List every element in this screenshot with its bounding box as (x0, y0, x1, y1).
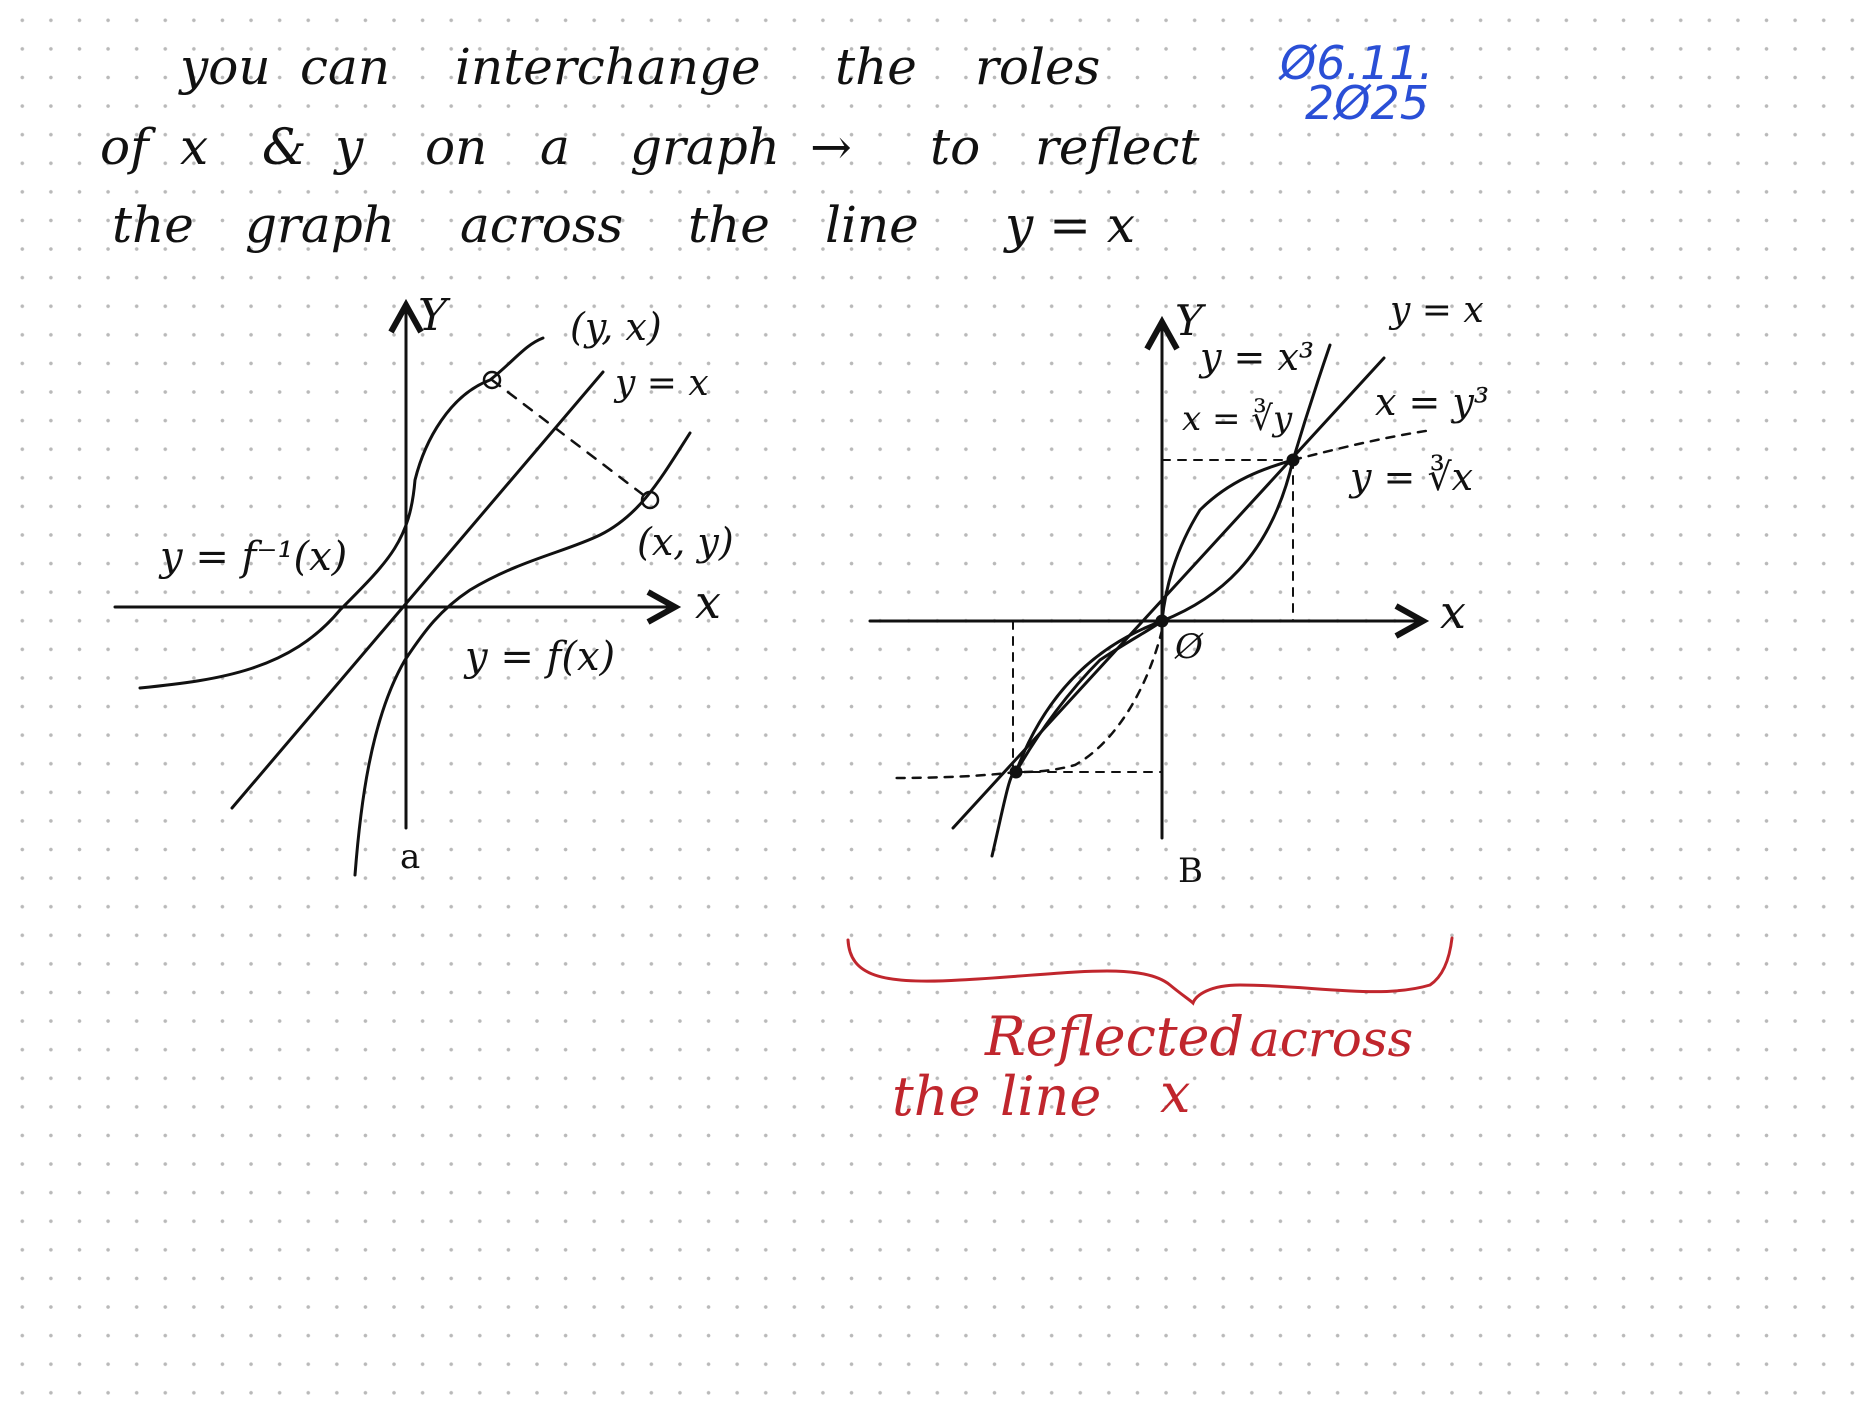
graph-a-inverse-label: y = f⁻¹(x) (158, 534, 347, 580)
graph-b-cuberoot-lower (1014, 619, 1164, 774)
heading-word: the (688, 196, 770, 254)
heading-word: → (810, 118, 852, 176)
graph-a-function-curve (353, 431, 692, 877)
heading-word: the (835, 38, 917, 96)
date-line-1: Ø6.11. (1280, 36, 1434, 90)
graph-a-point-yx (482, 370, 502, 390)
graph-b-x-eq-y-cubed-label: x = y³ (1375, 380, 1489, 424)
graph-b-cuberoot-y-label: x = ∛y (1182, 398, 1293, 439)
graph-a-x-axis-label: x (695, 575, 721, 629)
graph-b-y-cuberoot-label: y = ∛x (1348, 454, 1473, 499)
graph-a-y-axis-label: Y (418, 290, 451, 341)
graph-a-point-xy (640, 490, 660, 510)
annotation-word: x (1160, 1062, 1191, 1125)
graph-a-caption: a (400, 837, 420, 877)
graph-b-cuberoot-upper (1160, 458, 1295, 623)
heading-word: reflect (1035, 118, 1200, 176)
graph-b-identity-label: y = x (1388, 290, 1484, 331)
graph-a-reflection-dash (490, 378, 652, 502)
graph-b-cube-label: y = x³ (1198, 335, 1314, 379)
annotation-word: line (1000, 1065, 1102, 1128)
graph-a-xy-point-label: (x, y) (637, 520, 734, 564)
heading-word: x (180, 118, 209, 176)
graph-a-inverse-curve (138, 336, 545, 690)
heading-word: interchange (455, 38, 761, 96)
graph-b-caption: B (1178, 851, 1203, 891)
graph-b-cuberoot-ext-dash (1291, 428, 1434, 462)
heading-word: on (425, 118, 488, 176)
annotation-word: Reflected (985, 1005, 1245, 1068)
annotation-word: the (892, 1065, 981, 1128)
annotation-word: across (1250, 1010, 1414, 1068)
heading-word: a (540, 118, 570, 176)
graph-a-yx-point-label: (y, x) (570, 305, 662, 349)
graph-a-identity-line (230, 370, 605, 810)
heading-word: the (112, 196, 194, 254)
heading-word: y = x (1005, 196, 1136, 254)
heading-word: line (825, 196, 919, 254)
graph-a (113, 298, 692, 877)
heading-word: & (262, 118, 307, 176)
heading-word: to (930, 118, 981, 176)
heading-word: you (180, 38, 271, 96)
graph-b-identity-line (951, 356, 1386, 830)
heading-word: graph (630, 118, 780, 176)
heading-word: roles (975, 38, 1101, 96)
heading-word: across (460, 196, 624, 254)
heading-word: graph (245, 196, 395, 254)
graph-a-identity-label: y = x (613, 363, 709, 404)
graph-b-point-upper (1286, 453, 1300, 467)
heading-word: of (100, 118, 149, 176)
graph-b-cuberoot-lower-dash (888, 628, 1164, 780)
graph-b-x-axis-label: x (1440, 585, 1466, 639)
heading-word: y (335, 118, 364, 176)
graph-a-function-label: y = f(x) (463, 634, 615, 680)
date-line-2: 2Ø25 (1305, 76, 1430, 130)
graph-b-point-origin (1155, 614, 1169, 628)
graph-b-y-axis-label: Y (1175, 296, 1207, 345)
graph-b-origin-label: Ø (1174, 627, 1204, 667)
graph-b (868, 315, 1434, 858)
heading-word: can (300, 38, 391, 96)
red-brace (846, 936, 1454, 1006)
graph-b-point-lower (1009, 765, 1023, 779)
